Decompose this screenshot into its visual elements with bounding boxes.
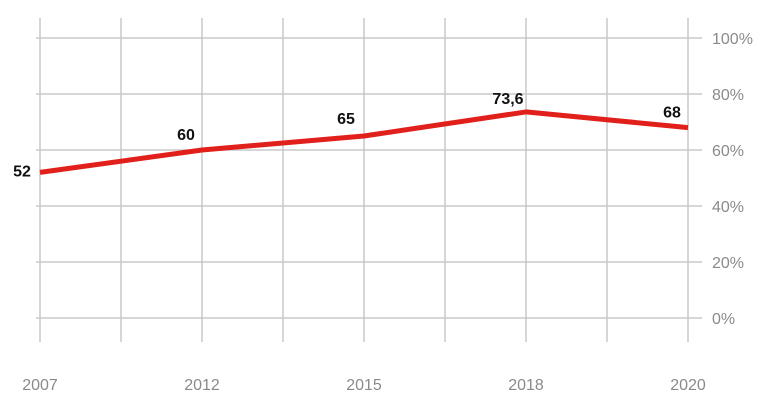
x-tick-label: 2018 xyxy=(508,377,544,394)
series-line-path xyxy=(39,109,689,175)
y-tick-label: 40% xyxy=(712,199,744,216)
y-tick-label: 0% xyxy=(712,311,735,328)
x-tick-label: 2007 xyxy=(22,377,58,394)
y-tick-label: 80% xyxy=(712,87,744,104)
series-line xyxy=(39,109,689,175)
x-tick-label: 2015 xyxy=(346,377,382,394)
data-label: 73,6 xyxy=(492,91,523,108)
y-tick-label: 20% xyxy=(712,255,744,272)
y-axis-ticks: 0% 20% 40% 60% 80% 100% xyxy=(712,31,753,328)
y-tick-label: 100% xyxy=(712,31,753,48)
data-label: 68 xyxy=(663,105,681,122)
x-tick-label: 2012 xyxy=(184,377,220,394)
data-labels: 52 60 65 73,6 68 xyxy=(13,91,681,180)
x-tick-label: 2020 xyxy=(670,377,706,394)
data-label: 52 xyxy=(13,163,31,180)
x-axis-ticks: 2007 2012 2015 2018 2020 xyxy=(22,377,706,394)
data-label: 65 xyxy=(337,111,355,128)
y-tick-label: 60% xyxy=(712,143,744,160)
grid xyxy=(36,18,702,342)
data-label: 60 xyxy=(177,127,195,144)
